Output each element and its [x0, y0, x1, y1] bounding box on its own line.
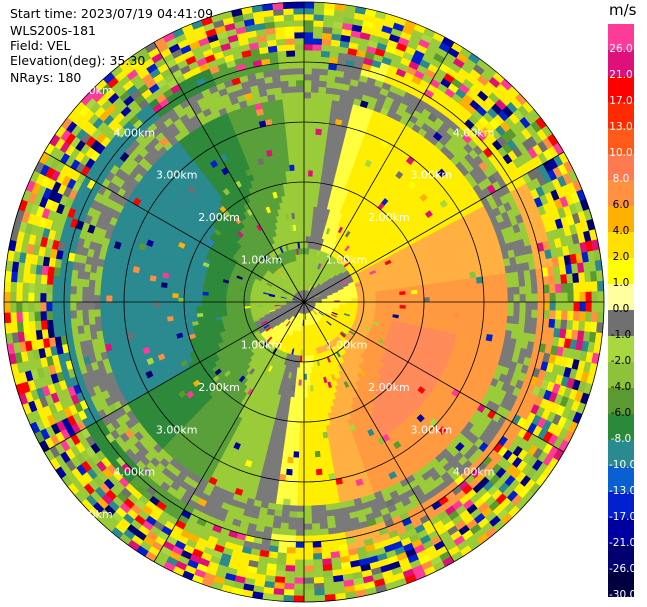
colorbar-tick-label: 17.0 [609, 95, 633, 107]
colorbar-tick-label: 26.0 [609, 43, 633, 55]
elevation-label: Elevation(deg): 35.30 [10, 53, 146, 68]
colorbar-tick-label: 8.0 [612, 173, 630, 185]
colorbar-tick-label: -8.0 [610, 433, 632, 445]
instrument-label: WLS200s-181 [10, 23, 96, 38]
azimuth-spoke [303, 41, 455, 303]
colorbar-tick-label: 1.0 [612, 277, 630, 289]
range-label: 1.00km [326, 338, 368, 351]
colorbar-segment [608, 388, 634, 415]
colorbar-tick-label: -13.0 [609, 485, 637, 497]
colorbar-segment [608, 284, 634, 311]
colorbar-tick-label: 21.0 [609, 69, 633, 81]
colorbar-segment [608, 76, 634, 103]
azimuth-spoke [43, 301, 305, 453]
colorbar-segment [608, 336, 634, 363]
colorbar-tick-label: -1.0 [610, 329, 632, 341]
range-label: 2.00km [198, 211, 240, 224]
colorbar-tick-label: -4.0 [610, 381, 632, 393]
colorbar-segment [608, 492, 634, 519]
colorbar-tick-label: 2.0 [612, 251, 630, 263]
colorbar-tick-label: -17.0 [609, 511, 637, 523]
colorbar-tick-label: 4.0 [612, 225, 630, 237]
range-labels: 1.00km 2.00km 3.00km 4.00km 5.00km 1.00km 2.00… [71, 84, 494, 521]
range-label: 5.00km [71, 84, 113, 97]
colorbar-segment [608, 414, 634, 441]
range-label: 1.00km [326, 254, 368, 267]
range-label: 3.00km [156, 169, 198, 182]
colorbar-tick-label: -6.0 [610, 407, 632, 419]
range-label: 3.00km [156, 423, 198, 436]
colorbar-segment [608, 24, 634, 51]
colorbar-segment [608, 206, 634, 233]
colorbar: 26.0 21.0 17.0 13.0 10.0 8.0 6.0 4.0 2.0 1.0 0.0 -1… [608, 24, 637, 600]
colorbar-tick-label: -2.0 [610, 355, 632, 367]
azimuth-spokes [4, 2, 604, 602]
colorbar-segment [608, 232, 634, 259]
range-label: 4.00km [453, 126, 495, 139]
range-label: 2.00km [368, 211, 410, 224]
colorbar-segment [608, 362, 634, 389]
range-label: 3.00km [411, 423, 453, 436]
colorbar-segment [608, 544, 634, 571]
colorbar-segment [608, 440, 634, 467]
colorbar-unit: m/s [609, 1, 637, 19]
colorbar-tick-label: 6.0 [612, 199, 630, 211]
colorbar-segment [608, 128, 634, 155]
azimuth-spoke [43, 151, 305, 303]
colorbar-tick-label: -30.0 [609, 589, 637, 601]
azimuth-spoke [303, 301, 455, 563]
range-label: 4.00km [114, 466, 156, 479]
azimuth-spoke [303, 301, 565, 453]
colorbar-segment [608, 102, 634, 129]
range-label: 4.00km [453, 466, 495, 479]
azimuth-spoke [153, 301, 305, 563]
range-label: 4.00km [114, 126, 156, 139]
range-label: 1.00km [241, 254, 283, 267]
colorbar-segment [608, 50, 634, 77]
colorbar-segment [608, 310, 634, 337]
azimuth-spoke [303, 151, 565, 303]
field-label: Field: VEL [10, 38, 71, 53]
colorbar-segment [608, 518, 634, 545]
range-label: 5.00km [71, 508, 113, 521]
colorbar-segment [608, 466, 634, 493]
colorbar-segment [608, 154, 634, 181]
colorbar-segment [608, 258, 634, 285]
colorbar-tick-label: 10.0 [609, 147, 633, 159]
azimuth-spoke [153, 41, 305, 303]
colorbar-segment [608, 180, 634, 207]
colorbar-tick-label: 0.0 [612, 303, 630, 315]
colorbar-tick-label: -26.0 [609, 563, 637, 575]
colorbar-tick-label: -10.0 [609, 459, 637, 471]
range-label: 1.00km [241, 338, 283, 351]
range-label: 3.00km [411, 169, 453, 182]
range-label: 2.00km [368, 381, 410, 394]
nrays-label: NRays: 180 [10, 70, 82, 85]
colorbar-tick-label: 13.0 [609, 121, 633, 133]
colorbar-tick-label: -21.0 [609, 537, 637, 549]
range-label: 2.00km [198, 381, 240, 394]
colorbar-segment [608, 570, 634, 597]
start-time-label: Start time: 2023/07/19 04:41:09 [10, 6, 214, 21]
